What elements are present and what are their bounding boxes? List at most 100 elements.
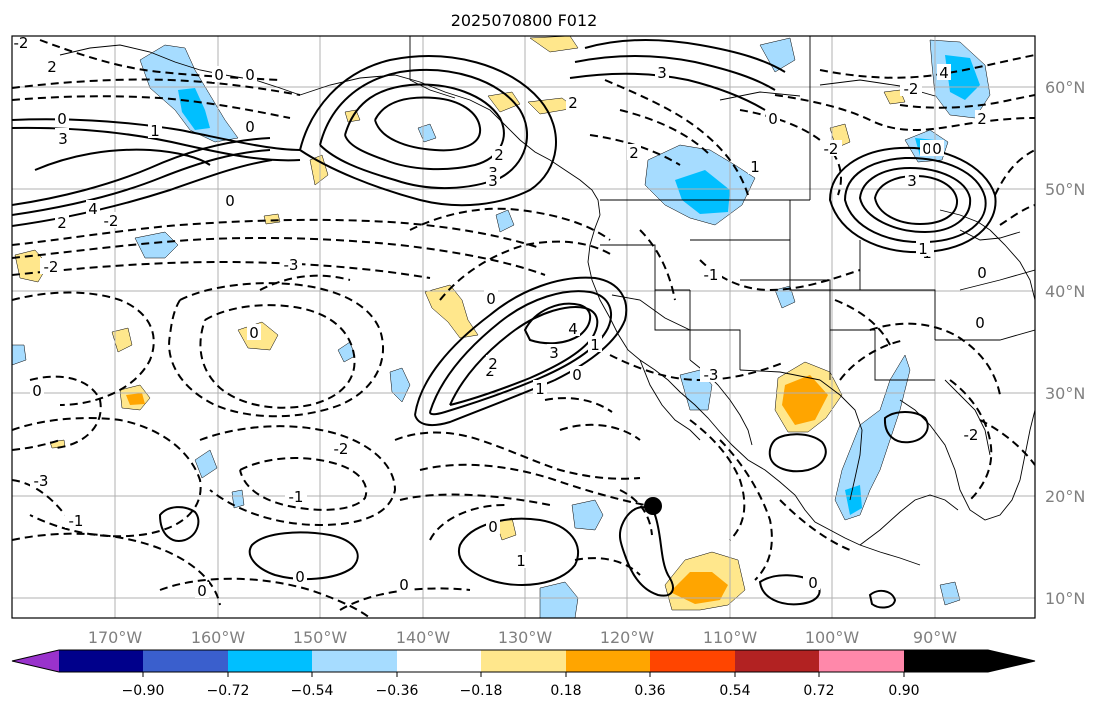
svg-text:0: 0 xyxy=(245,118,255,136)
lon-tick-label: 120°W xyxy=(600,628,655,647)
colorbar-segment xyxy=(735,650,819,672)
svg-text:0: 0 xyxy=(57,110,67,128)
lat-tick-label: 20°N xyxy=(1045,487,1085,506)
contour-label: 1 xyxy=(514,552,528,570)
contour-label: 0 xyxy=(293,568,307,586)
svg-text:0: 0 xyxy=(225,192,235,210)
svg-text:0: 0 xyxy=(922,140,932,158)
contour-label: -3 xyxy=(30,472,52,490)
contour-label: -2 xyxy=(964,426,979,444)
chart-title: 2025070800 F012 xyxy=(451,11,598,30)
dashed-contours xyxy=(12,39,1035,618)
contour-label: 2 xyxy=(566,94,580,112)
contour-label: 0 xyxy=(30,382,44,400)
lat-tick-label: 30°N xyxy=(1045,384,1085,403)
svg-text:0: 0 xyxy=(932,140,942,158)
contour-label: -2 xyxy=(12,36,32,52)
colorbar-tick-label: 0.90 xyxy=(888,683,919,699)
contour-label: 4 xyxy=(937,64,951,82)
colorbar-tick-label: 0.18 xyxy=(550,683,581,699)
colorbar: −0.90 −0.72 −0.54 −0.36 −0.18 0.18 0.36 … xyxy=(11,649,1036,699)
lat-tick-labels: 60°N 50°N 40°N 30°N 20°N 10°N xyxy=(1045,78,1085,608)
svg-text:0: 0 xyxy=(975,314,985,332)
svg-text:0: 0 xyxy=(245,66,255,84)
contour-label: 1 xyxy=(148,122,162,140)
contour-label: 2 xyxy=(55,214,69,232)
svg-text:0: 0 xyxy=(399,576,409,594)
contour-label: 4 xyxy=(86,200,100,218)
contour-label: 1 xyxy=(533,380,547,398)
contour-label: 4 xyxy=(566,320,580,338)
colorbar-outline xyxy=(11,649,1036,673)
lon-tick-label: 100°W xyxy=(805,628,860,647)
contour-label: 3 xyxy=(905,172,919,190)
gridlines xyxy=(12,36,1035,618)
svg-text:3: 3 xyxy=(907,172,917,190)
contour-label: -3 xyxy=(280,256,302,274)
lon-tick-label: 110°W xyxy=(703,628,758,647)
contour-label: 3 xyxy=(547,344,561,362)
colorbar-segment xyxy=(481,650,566,672)
contour-label: 0 xyxy=(247,324,261,342)
svg-text:1: 1 xyxy=(918,240,928,258)
svg-text:1: 1 xyxy=(590,336,600,354)
contour-label: 1 xyxy=(748,158,762,176)
svg-text:-2: -2 xyxy=(334,440,349,458)
colorbar-tick-label: −0.18 xyxy=(460,683,503,699)
contour-label: -3 xyxy=(700,366,722,384)
contour-label: -2 xyxy=(40,258,62,276)
svg-text:-3: -3 xyxy=(34,472,49,490)
svg-text:0: 0 xyxy=(486,290,496,308)
svg-text:1: 1 xyxy=(150,122,160,140)
lon-tick-label: 170°W xyxy=(88,628,143,647)
colorbar-tick-label: −0.36 xyxy=(376,683,419,699)
svg-text:0: 0 xyxy=(572,366,582,384)
contour-label: 0 xyxy=(570,366,584,384)
lon-tick-label: 150°W xyxy=(293,628,348,647)
contour-label: 3 xyxy=(56,130,70,148)
colorbar-extend-high xyxy=(904,650,1035,672)
svg-text:-1: -1 xyxy=(69,512,84,530)
contour-label: 1 xyxy=(916,240,930,258)
svg-text:1: 1 xyxy=(516,552,526,570)
svg-text:-3: -3 xyxy=(284,256,299,274)
contour-label: -2 xyxy=(100,212,122,230)
contour-label: 3 xyxy=(655,64,669,82)
svg-text:0: 0 xyxy=(249,324,259,342)
svg-text:0: 0 xyxy=(768,110,778,128)
contour-label: 2 xyxy=(45,58,59,76)
svg-text:2: 2 xyxy=(488,355,498,373)
svg-text:0: 0 xyxy=(197,582,207,600)
contour-label: 3 xyxy=(486,172,500,190)
svg-text:-1: -1 xyxy=(289,488,304,506)
contour-label: -2 xyxy=(820,140,842,158)
contour-label: 2 xyxy=(486,355,500,373)
colorbar-tick-label: 0.72 xyxy=(803,683,834,699)
svg-text:2: 2 xyxy=(568,94,578,112)
contour-label: 0 xyxy=(806,574,820,592)
svg-text:3: 3 xyxy=(549,344,559,362)
contour-label: -2 xyxy=(900,80,922,98)
svg-text:0: 0 xyxy=(488,518,498,536)
svg-text:-3: -3 xyxy=(704,366,719,384)
svg-text:2: 2 xyxy=(629,144,639,162)
svg-text:0: 0 xyxy=(32,382,42,400)
contour-label: 0 xyxy=(243,118,257,136)
colorbar-tick-label: −0.72 xyxy=(207,683,250,699)
lon-tick-label: 160°W xyxy=(191,628,246,647)
contour-label: -2 xyxy=(330,440,352,458)
colorbar-tick-label: 0.36 xyxy=(634,683,665,699)
svg-text:-2: -2 xyxy=(904,80,919,98)
svg-text:-2: -2 xyxy=(824,140,839,158)
contour-label: -1 xyxy=(700,266,722,284)
colorbar-segment xyxy=(566,650,650,672)
svg-text:2: 2 xyxy=(494,146,504,164)
colorbar-ticks xyxy=(142,672,905,677)
contour-label: -1 xyxy=(285,488,307,506)
svg-text:-2: -2 xyxy=(964,426,979,444)
lat-tick-label: 10°N xyxy=(1045,589,1085,608)
contour-label: 0 xyxy=(973,314,987,332)
location-marker-dot xyxy=(644,497,662,515)
colorbar-segment xyxy=(59,650,143,672)
